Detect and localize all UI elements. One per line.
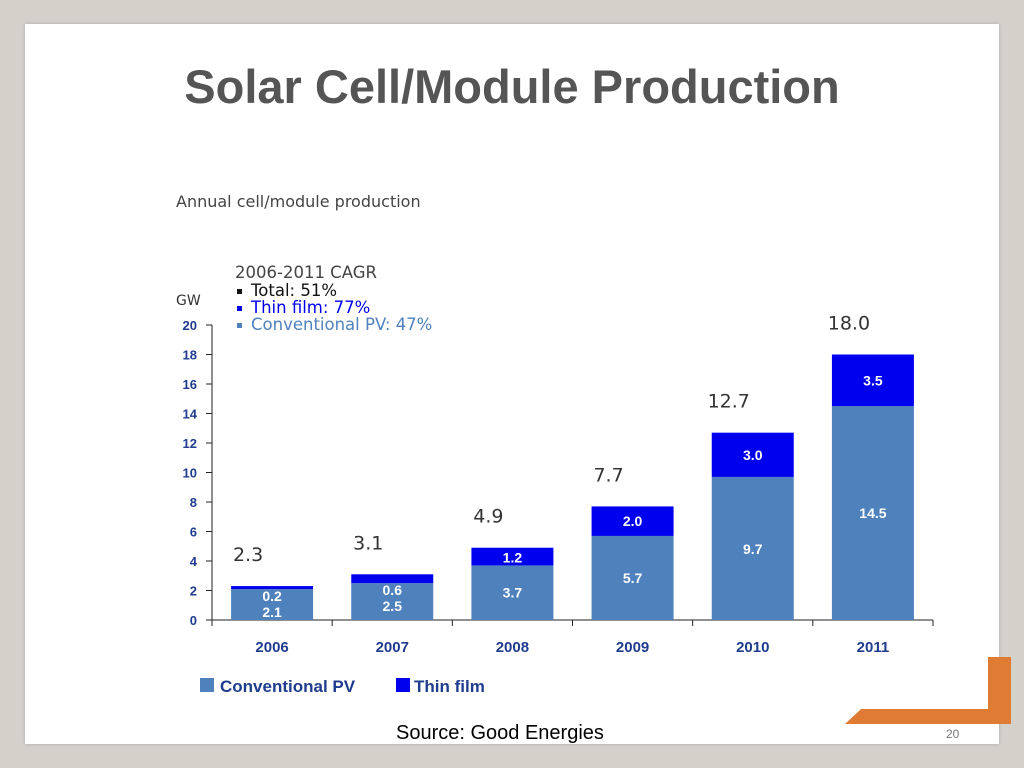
x-category-label: 2008 — [496, 639, 529, 656]
y-tick-label: 12 — [183, 436, 197, 451]
conventional-pv-value-label: 2.5 — [383, 598, 403, 614]
y-tick-label: 8 — [190, 495, 197, 510]
total-value-label: 3.1 — [353, 532, 383, 554]
total-value-label: 18.0 — [828, 313, 870, 335]
y-tick-label: 0 — [190, 613, 197, 628]
bar-conventional-pv — [711, 476, 794, 620]
bar-thin-film — [831, 354, 914, 407]
bar-thin-film — [231, 586, 314, 590]
thin-film-value-label: 1.2 — [503, 550, 523, 566]
cagr-bullet — [237, 323, 242, 328]
x-category-label: 2006 — [255, 639, 288, 656]
y-tick-label: 6 — [190, 525, 197, 540]
corner-accent-fold — [845, 709, 861, 724]
corner-accent-foot — [845, 709, 1011, 724]
total-value-label: 7.7 — [593, 464, 623, 486]
bar-thin-film — [591, 506, 674, 536]
thin-film-value-label: 2.0 — [623, 513, 643, 529]
thin-film-value-label: 0.2 — [262, 588, 282, 604]
thin-film-value-label: 0.6 — [383, 582, 403, 598]
slide-title: Solar Cell/Module Production — [184, 60, 840, 113]
cagr-bullet — [237, 306, 242, 311]
total-value-label: 4.9 — [473, 506, 503, 528]
total-value-label: 12.7 — [708, 391, 750, 413]
chart-bars — [231, 354, 914, 620]
cagr-heading: 2006-2011 CAGR — [235, 263, 377, 282]
thin-film-value-label: 3.5 — [863, 372, 883, 388]
y-tick-label: 10 — [183, 466, 197, 481]
slide-number: 20 — [946, 727, 960, 741]
chart-axes: 0 2 4 6 8 10 12 14 16 18 20 — [183, 318, 934, 628]
bar-conventional-pv — [471, 565, 554, 620]
conventional-pv-value-label: 5.7 — [623, 570, 643, 586]
cagr-item: Thin film: 77% — [250, 298, 370, 317]
chart-legend: Conventional PV Thin film — [200, 677, 485, 696]
bar-conventional-pv — [831, 406, 914, 620]
x-category-label: 2009 — [616, 639, 649, 656]
legend-swatch-thin-film — [396, 678, 410, 692]
x-category-label: 2010 — [736, 639, 769, 656]
legend-label-thin-film: Thin film — [414, 677, 485, 696]
cagr-item: Conventional PV: 47% — [251, 315, 432, 334]
y-tick-label: 18 — [183, 348, 197, 363]
legend-label-conventional-pv: Conventional PV — [220, 677, 356, 696]
cagr-bullet — [237, 289, 242, 294]
bar-thin-film — [471, 547, 554, 566]
source-text: Source: Good Energies — [396, 722, 604, 744]
legend-swatch-conventional-pv — [200, 678, 214, 692]
y-tick-label: 4 — [190, 554, 198, 569]
bar-conventional-pv — [351, 583, 434, 620]
x-category-label: 2011 — [857, 639, 890, 656]
bar-thin-film — [711, 432, 794, 477]
conventional-pv-value-label: 2.1 — [262, 604, 282, 620]
y-tick-label: 14 — [183, 407, 198, 422]
thin-film-value-label: 3.0 — [743, 447, 763, 463]
y-tick-label: 2 — [190, 584, 197, 599]
chart-labels: 0.22.1 2.3 2006 0.62.5 3.1 2007 1.2 3.7 4.9 2008 2… — [233, 313, 889, 657]
corner-accent-bar — [988, 657, 1011, 722]
cagr-item: Total: 51% — [250, 281, 337, 300]
x-category-label: 2007 — [376, 639, 409, 656]
y-axis-unit: GW — [176, 293, 201, 309]
chart-subtitle: Annual cell/module production — [176, 192, 421, 211]
conventional-pv-value-label: 9.7 — [743, 541, 763, 557]
conventional-pv-value-label: 14.5 — [859, 505, 886, 521]
bar-conventional-pv — [591, 535, 674, 620]
bar-conventional-pv — [231, 589, 314, 620]
total-value-label: 2.3 — [233, 544, 263, 566]
conventional-pv-value-label: 3.7 — [503, 585, 523, 601]
y-tick-label: 20 — [183, 318, 197, 333]
y-tick-label: 16 — [183, 377, 197, 392]
bar-thin-film — [351, 574, 434, 584]
